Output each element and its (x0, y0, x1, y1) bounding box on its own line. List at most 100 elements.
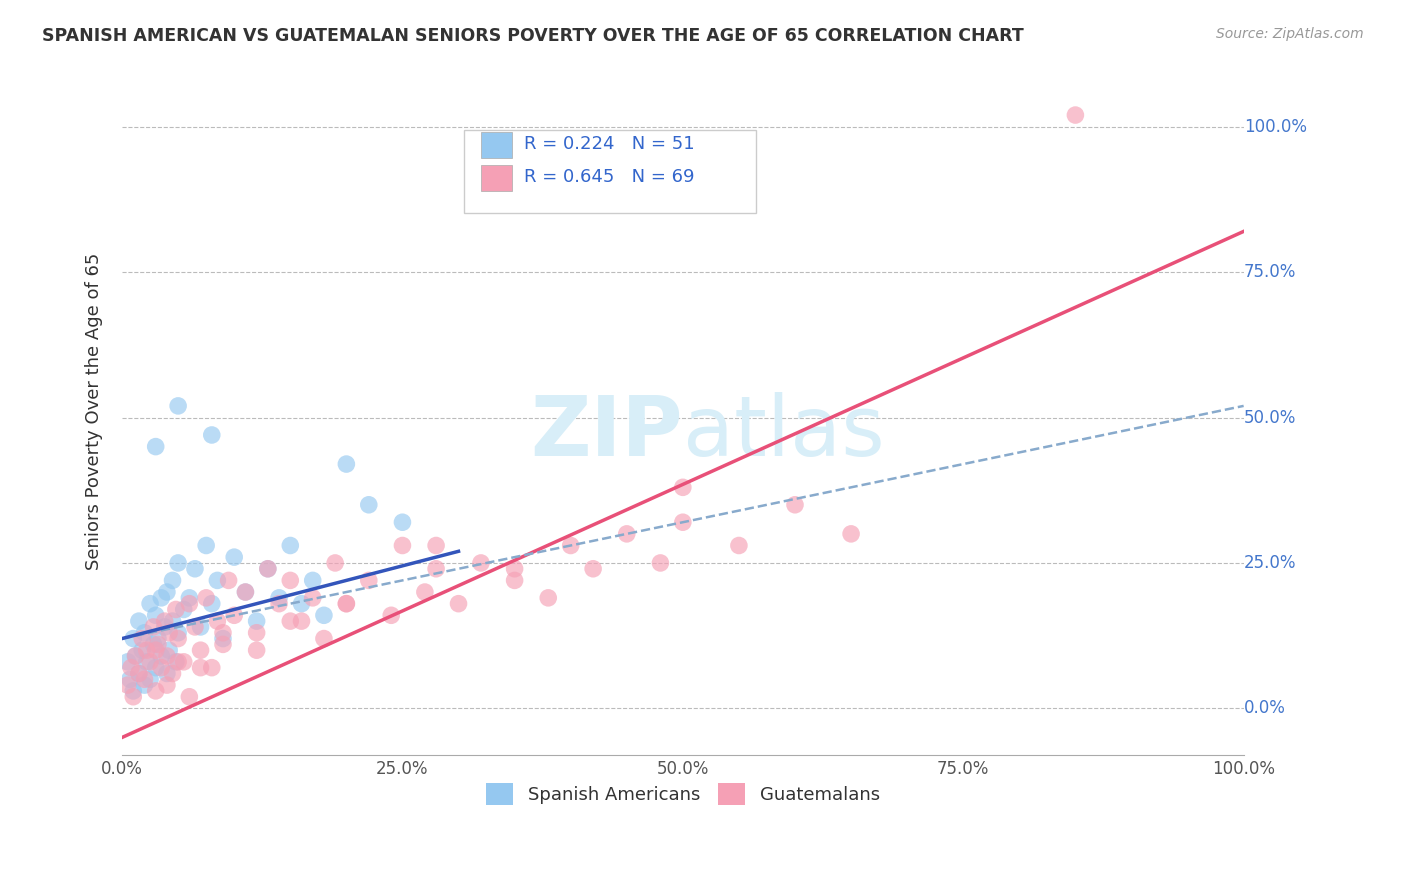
Point (167, 625, 190, 640)
Point (503, 562, 526, 576)
Point (145, 684, 167, 698)
Point (290, 614, 312, 628)
Point (167, 399, 190, 413)
Point (134, 678, 156, 692)
Point (157, 625, 180, 640)
Point (156, 678, 179, 692)
Point (470, 556, 492, 570)
Point (162, 614, 184, 628)
Point (335, 457, 357, 471)
Point (162, 666, 184, 681)
Point (425, 539, 447, 553)
Text: 0.0%: 0.0% (1244, 699, 1285, 717)
Point (783, 498, 806, 512)
Point (207, 574, 229, 588)
Point (146, 632, 169, 646)
Point (224, 608, 246, 623)
Point (357, 498, 380, 512)
Point (195, 539, 218, 553)
Text: Source: ZipAtlas.com: Source: ZipAtlas.com (1216, 27, 1364, 41)
Point (122, 690, 145, 704)
Point (190, 660, 212, 674)
Point (184, 562, 207, 576)
Point (212, 625, 235, 640)
Point (173, 602, 195, 616)
Point (179, 690, 201, 704)
Point (145, 608, 167, 623)
Point (139, 673, 162, 687)
Point (290, 597, 312, 611)
Point (134, 673, 156, 687)
Point (117, 678, 139, 692)
Point (301, 574, 323, 588)
Point (257, 562, 280, 576)
FancyBboxPatch shape (464, 130, 756, 212)
Point (122, 684, 145, 698)
Text: SPANISH AMERICAN VS GUATEMALAN SENIORS POVERTY OVER THE AGE OF 65 CORRELATION CH: SPANISH AMERICAN VS GUATEMALAN SENIORS P… (42, 27, 1024, 45)
Point (135, 643, 157, 657)
Point (839, 527, 862, 541)
Point (139, 655, 162, 669)
Point (165, 602, 187, 616)
Point (150, 591, 173, 605)
Point (380, 608, 402, 623)
Point (425, 562, 447, 576)
Point (190, 643, 212, 657)
Point (312, 632, 335, 646)
Point (235, 585, 257, 599)
Point (357, 574, 380, 588)
Point (257, 562, 280, 576)
Point (134, 625, 156, 640)
Point (672, 515, 695, 529)
Point (582, 562, 605, 576)
Point (278, 539, 301, 553)
Point (391, 539, 413, 553)
Point (145, 440, 167, 454)
Point (235, 585, 257, 599)
Point (167, 556, 190, 570)
Point (131, 643, 153, 657)
Point (156, 666, 179, 681)
Point (218, 574, 240, 588)
Point (391, 515, 413, 529)
Point (650, 556, 672, 570)
Point (145, 643, 167, 657)
Point (117, 655, 139, 669)
Point (246, 643, 269, 657)
Point (124, 648, 146, 663)
FancyBboxPatch shape (481, 132, 512, 158)
Point (150, 660, 173, 674)
Point (672, 480, 695, 494)
Point (224, 550, 246, 565)
Point (128, 666, 150, 681)
Point (728, 539, 751, 553)
Point (212, 632, 235, 646)
Point (190, 620, 212, 634)
Point (201, 428, 224, 442)
Point (207, 614, 229, 628)
Point (120, 660, 142, 674)
Point (156, 648, 179, 663)
Point (616, 527, 638, 541)
Point (167, 655, 190, 669)
Point (278, 574, 301, 588)
Point (128, 614, 150, 628)
Point (503, 574, 526, 588)
Y-axis label: Seniors Poverty Over the Age of 65: Seniors Poverty Over the Age of 65 (86, 253, 103, 570)
Point (150, 648, 173, 663)
Point (167, 632, 190, 646)
Point (184, 620, 207, 634)
Point (124, 648, 146, 663)
Point (413, 585, 436, 599)
Point (1064, 108, 1087, 122)
Point (179, 597, 201, 611)
Point (537, 591, 560, 605)
Text: 75.0%: 75.0% (1244, 263, 1296, 281)
Text: ZIP: ZIP (530, 392, 683, 473)
Point (153, 614, 176, 628)
Legend: Spanish Americans, Guatemalans: Spanish Americans, Guatemalans (477, 774, 889, 814)
Text: 100.0%: 100.0% (1244, 118, 1306, 136)
Point (142, 620, 165, 634)
Point (156, 585, 179, 599)
Point (335, 597, 357, 611)
